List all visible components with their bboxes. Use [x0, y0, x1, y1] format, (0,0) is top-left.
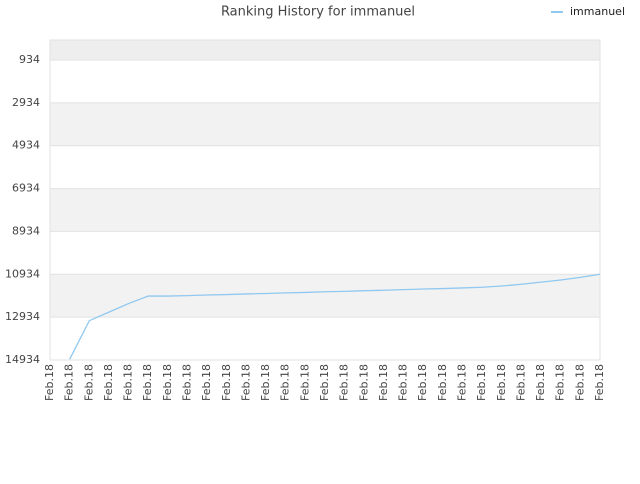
x-tick-label: Feb.18	[475, 364, 488, 401]
x-tick-label: Feb.18	[397, 364, 410, 401]
y-tick-label: 2934	[12, 96, 40, 109]
x-tick-label: Feb.18	[416, 364, 429, 401]
x-tick-label: Feb.18	[338, 364, 351, 401]
y-tick-label: 14934	[5, 353, 40, 366]
x-tick-label: Feb.18	[63, 364, 76, 401]
x-tick-label: Feb.18	[554, 364, 567, 401]
x-tick-label: Feb.18	[573, 364, 586, 401]
x-tick-label: Feb.18	[141, 364, 154, 401]
plot-border	[49, 39, 601, 361]
x-tick-label: Feb.18	[318, 364, 331, 401]
x-tick-label: Feb.18	[122, 364, 135, 401]
x-tick-label: Feb.18	[357, 364, 370, 401]
chart-title: Ranking History for immanuel	[221, 5, 415, 20]
x-tick-label: Feb.18	[43, 364, 56, 401]
x-tick-label: Feb.18	[534, 364, 547, 401]
x-tick-label: Feb.18	[181, 364, 194, 401]
x-tick-label: Feb.18	[200, 364, 213, 401]
x-tick-label: Feb.18	[220, 364, 233, 401]
x-tick-label: Feb.18	[259, 364, 272, 401]
y-tick-label: 10934	[5, 267, 40, 280]
x-tick-label: Feb.18	[239, 364, 252, 401]
band	[50, 40, 600, 61]
x-tick-label: Feb.18	[161, 364, 174, 401]
x-tick-label: Feb.18	[102, 364, 115, 401]
y-tick-label: 12934	[5, 310, 40, 323]
line	[69, 273, 601, 360]
x-tick-label: Feb.18	[436, 364, 449, 401]
x-tick-label: Feb.18	[593, 364, 606, 401]
band	[50, 188, 600, 232]
y-tick-label: 8934	[12, 224, 40, 237]
y-tick-label: 4934	[12, 139, 40, 152]
legend-label: immanuel	[570, 5, 625, 18]
y-tick-label: 6934	[12, 182, 40, 195]
x-tick-label: Feb.18	[279, 364, 292, 401]
band	[50, 274, 600, 318]
x-tick-label: Feb.18	[377, 364, 390, 401]
x-tick-label: Feb.18	[495, 364, 508, 401]
x-tick-label: Feb.18	[514, 364, 527, 401]
y-tick-label: 934	[19, 53, 40, 66]
x-tick-label: Feb.18	[82, 364, 95, 401]
band	[50, 102, 600, 146]
x-tick-label: Feb.18	[298, 364, 311, 401]
x-tick-label: Feb.18	[456, 364, 469, 401]
